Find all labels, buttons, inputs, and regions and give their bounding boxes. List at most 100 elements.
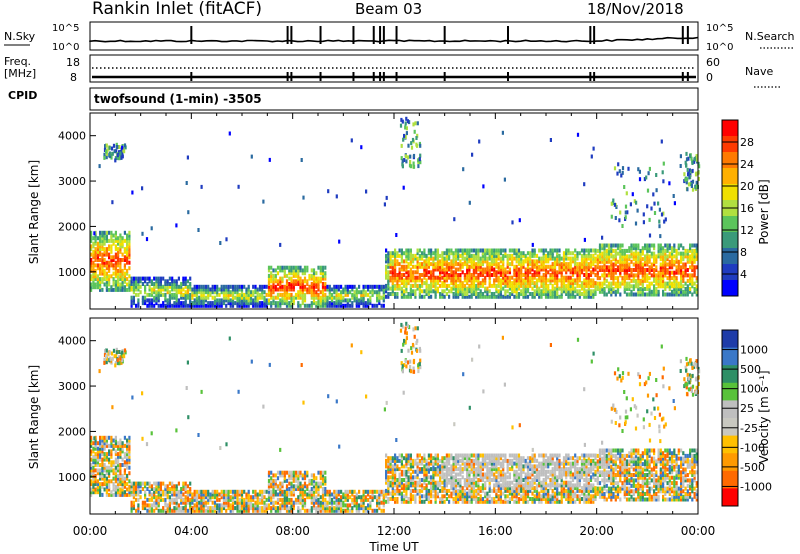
data-cell — [256, 495, 259, 500]
data-cell — [436, 275, 439, 280]
data-cell — [562, 278, 566, 283]
data-cell — [398, 458, 401, 463]
data-cell — [92, 473, 95, 478]
data-cell — [614, 262, 617, 267]
data-cell — [686, 287, 689, 291]
data-cell — [103, 479, 106, 484]
data-cell — [672, 194, 675, 198]
data-cell — [574, 289, 577, 294]
data-cell — [270, 484, 273, 489]
data-cell — [279, 276, 282, 281]
data-cell — [272, 284, 275, 289]
data-cell — [164, 303, 167, 308]
data-cell — [445, 270, 448, 275]
data-cell — [103, 258, 106, 262]
data-cell — [184, 487, 187, 491]
data-cell — [569, 278, 572, 283]
data-cell — [200, 492, 203, 497]
data-cell — [240, 492, 244, 497]
data-cell — [612, 268, 615, 272]
data-cell — [382, 290, 385, 295]
data-cell — [290, 301, 293, 306]
data-cell — [653, 251, 656, 256]
data-cell — [301, 290, 304, 295]
data-cell — [558, 270, 561, 275]
data-cell — [677, 262, 680, 267]
data-cell — [177, 287, 180, 292]
data-cell — [301, 492, 304, 497]
data-cell — [657, 284, 660, 289]
data-cell — [542, 259, 545, 264]
data-cell — [90, 492, 93, 497]
data-cell — [434, 253, 437, 258]
data-cell — [132, 301, 135, 306]
data-cell — [466, 256, 469, 261]
data-cell — [436, 256, 439, 261]
data-cell — [225, 237, 228, 242]
data-cell — [538, 270, 541, 275]
data-cell — [321, 276, 325, 281]
data-cell — [117, 238, 120, 243]
data-cell — [562, 286, 566, 291]
data-cell — [364, 497, 367, 502]
data-cell — [301, 473, 304, 478]
data-cell — [90, 463, 93, 467]
data-cell — [587, 281, 590, 286]
data-cell — [96, 454, 99, 459]
data-cell — [362, 303, 365, 308]
data-cell — [526, 289, 530, 294]
data-cell — [285, 489, 289, 494]
data-cell — [394, 456, 397, 461]
data-cell — [459, 253, 462, 258]
data-cell — [128, 238, 131, 243]
data-cell — [150, 303, 153, 308]
data-cell — [261, 292, 264, 297]
data-cell — [355, 503, 358, 508]
data-cell — [373, 508, 376, 513]
data-cell — [567, 286, 570, 291]
data-cell — [403, 283, 406, 288]
data-cell — [403, 456, 406, 461]
data-cell — [344, 290, 347, 295]
data-cell — [662, 211, 665, 216]
data-cell — [671, 254, 674, 259]
data-cell — [141, 231, 144, 236]
data-cell — [90, 282, 93, 287]
data-cell — [690, 156, 693, 161]
data-cell — [378, 298, 381, 303]
data-cell — [117, 263, 120, 268]
data-cell — [279, 473, 282, 478]
data-cell — [450, 278, 453, 283]
data-cell — [195, 290, 198, 295]
data-cell — [605, 254, 608, 259]
data-cell — [416, 456, 419, 461]
data-cell — [495, 278, 498, 283]
data-cell — [549, 248, 552, 253]
data-cell — [281, 292, 284, 297]
data-cell — [234, 295, 237, 300]
data-cell — [544, 270, 548, 275]
data-cell — [571, 278, 575, 283]
data-cell — [276, 476, 280, 481]
data-cell — [508, 262, 511, 267]
data-cell — [632, 246, 635, 251]
data-cell — [128, 244, 131, 249]
data-cell — [655, 188, 658, 193]
data-cell — [662, 292, 665, 297]
data-cell — [114, 268, 117, 273]
data-cell — [137, 298, 140, 303]
data-cell — [517, 248, 521, 253]
data-cell — [123, 468, 126, 473]
data-cell — [256, 301, 259, 306]
data-cell — [254, 290, 257, 295]
data-cell — [288, 292, 291, 297]
data-cell — [452, 264, 455, 269]
data-cell — [195, 503, 198, 508]
data-cell — [560, 281, 563, 286]
data-cell — [531, 253, 534, 258]
data-cell — [110, 441, 113, 446]
data-cell — [396, 275, 399, 280]
data-cell — [94, 282, 97, 287]
data-cell — [290, 287, 293, 292]
data-cell — [511, 281, 514, 286]
